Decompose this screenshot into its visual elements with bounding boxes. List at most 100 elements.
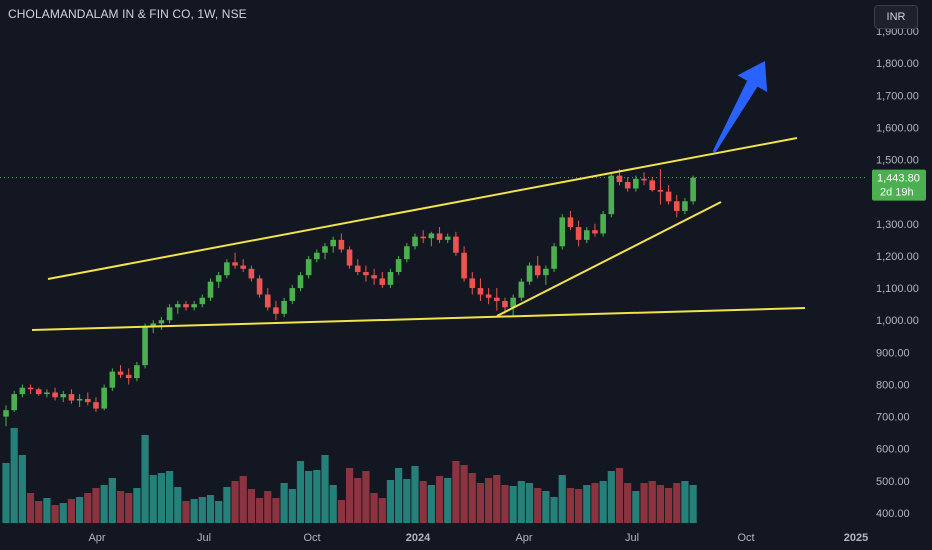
candle-body[interactable] xyxy=(52,392,58,398)
candle-body[interactable] xyxy=(633,178,639,189)
candle-body[interactable] xyxy=(322,246,328,253)
candle-body[interactable] xyxy=(673,201,680,211)
y-tick-label: 1,100.00 xyxy=(876,283,919,295)
candle-body[interactable] xyxy=(264,294,271,308)
candle-body[interactable] xyxy=(281,300,287,314)
candle-body[interactable] xyxy=(469,278,476,289)
candle-body[interactable] xyxy=(420,236,426,239)
volume-bar xyxy=(174,487,182,523)
candle-body[interactable] xyxy=(60,394,67,398)
candle-body[interactable] xyxy=(363,272,369,276)
candle-body[interactable] xyxy=(690,177,696,202)
volume-bar xyxy=(362,471,370,523)
candle-body[interactable] xyxy=(346,249,353,266)
candle-body[interactable] xyxy=(354,265,361,272)
candle-body[interactable] xyxy=(27,387,34,390)
candle-body[interactable] xyxy=(215,275,222,282)
candle-body[interactable] xyxy=(158,320,165,324)
candle-body[interactable] xyxy=(142,326,148,366)
candle-body[interactable] xyxy=(608,175,615,215)
candle-body[interactable] xyxy=(518,281,525,298)
volume-bar xyxy=(133,488,141,523)
candle-body[interactable] xyxy=(379,278,386,285)
candle-body[interactable] xyxy=(174,304,181,308)
candle-body[interactable] xyxy=(273,307,279,314)
candle-body[interactable] xyxy=(494,297,500,301)
candle-body[interactable] xyxy=(395,259,402,272)
candle-body[interactable] xyxy=(199,297,206,305)
candle-body[interactable] xyxy=(207,281,214,298)
candle-body[interactable] xyxy=(477,288,484,295)
candle-body[interactable] xyxy=(665,191,672,202)
candle-body[interactable] xyxy=(436,233,443,240)
candle-body[interactable] xyxy=(166,307,173,321)
candle-body[interactable] xyxy=(330,239,336,247)
candle-body[interactable] xyxy=(600,214,606,234)
x-tick-label: 2024 xyxy=(406,532,431,544)
candle-body[interactable] xyxy=(575,227,582,240)
candle-body[interactable] xyxy=(534,265,541,276)
candle-body[interactable] xyxy=(68,394,75,401)
candle-body[interactable] xyxy=(109,371,116,388)
candle-body[interactable] xyxy=(256,278,263,295)
candle-body[interactable] xyxy=(240,265,247,269)
candle-body[interactable] xyxy=(583,230,590,240)
candle-body[interactable] xyxy=(150,323,157,327)
candle-body[interactable] xyxy=(101,387,107,409)
candle-body[interactable] xyxy=(428,233,435,239)
candle-body[interactable] xyxy=(404,246,410,260)
candle-body[interactable] xyxy=(338,239,345,250)
candle-body[interactable] xyxy=(461,252,467,279)
trendline[interactable] xyxy=(47,137,798,280)
candle-body[interactable] xyxy=(453,236,459,253)
candle-body[interactable] xyxy=(44,392,50,395)
candle-body[interactable] xyxy=(224,262,230,276)
currency-button[interactable]: INR xyxy=(874,5,918,29)
candle-body[interactable] xyxy=(85,398,91,403)
volume-bar xyxy=(354,478,362,523)
candle-body[interactable] xyxy=(502,300,508,308)
candle-body[interactable] xyxy=(526,265,533,282)
candle-body[interactable] xyxy=(305,259,312,276)
candle-body[interactable] xyxy=(412,236,418,247)
volume-bar xyxy=(444,478,452,523)
candle-body[interactable] xyxy=(248,268,255,279)
candle-body[interactable] xyxy=(657,190,664,192)
trendline[interactable] xyxy=(496,201,722,317)
candle-body[interactable] xyxy=(117,371,124,375)
candle-body[interactable] xyxy=(289,288,296,301)
candle-body[interactable] xyxy=(444,236,451,240)
candle-body[interactable] xyxy=(682,201,688,211)
candle-body[interactable] xyxy=(19,387,26,395)
candle-body[interactable] xyxy=(592,230,598,234)
arrow-up-icon[interactable] xyxy=(712,61,768,153)
candle-body[interactable] xyxy=(551,246,557,269)
candle-body[interactable] xyxy=(183,304,189,308)
candle-body[interactable] xyxy=(35,389,42,395)
candle-body[interactable] xyxy=(543,268,549,276)
candle-body[interactable] xyxy=(76,398,83,401)
candle-body[interactable] xyxy=(232,262,238,266)
candle-body[interactable] xyxy=(485,294,492,298)
candle-body[interactable] xyxy=(11,394,17,411)
candle-body[interactable] xyxy=(314,252,320,260)
candle-body[interactable] xyxy=(125,374,132,379)
candle-body[interactable] xyxy=(134,365,140,379)
candle-body[interactable] xyxy=(191,304,197,308)
candle-body[interactable] xyxy=(510,297,516,308)
candle-body[interactable] xyxy=(616,175,623,183)
candle-body[interactable] xyxy=(649,180,656,191)
candle-body[interactable] xyxy=(567,217,574,228)
candle-body[interactable] xyxy=(371,275,377,279)
candle-body[interactable] xyxy=(3,410,9,417)
volume-bar xyxy=(689,485,697,523)
candle-body[interactable] xyxy=(624,182,631,189)
candle-body[interactable] xyxy=(641,178,647,181)
candle-body[interactable] xyxy=(93,402,99,409)
trendline[interactable] xyxy=(31,307,806,331)
candle-body[interactable] xyxy=(559,217,566,247)
volume-bar xyxy=(575,489,583,523)
candle-body[interactable] xyxy=(297,275,304,289)
candle-body[interactable] xyxy=(387,272,394,285)
